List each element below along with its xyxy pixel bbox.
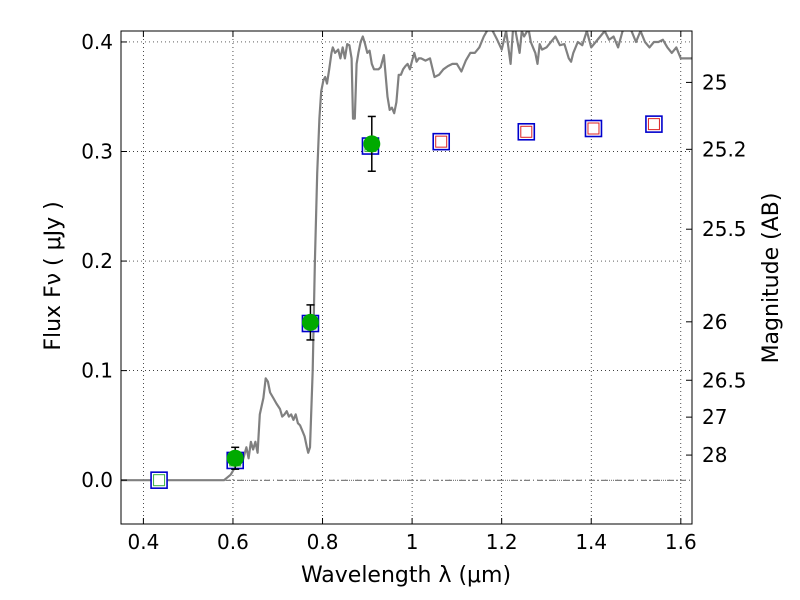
model-photometry-inner-square bbox=[435, 135, 448, 148]
magnitude-tick-label: 28 bbox=[702, 443, 727, 467]
magnitude-tick-label: 25 bbox=[702, 70, 727, 94]
model-photometry-inner-square bbox=[587, 122, 600, 135]
magnitude-tick-label: 25.2 bbox=[702, 137, 747, 161]
y-tick-label: 0.1 bbox=[81, 359, 113, 383]
observed-flux-point bbox=[301, 313, 319, 331]
model-photometry-square bbox=[584, 119, 603, 138]
x-axis-ticks: 0.4 0.6 0.8 1 1.2 1.4 1.6 bbox=[127, 31, 697, 554]
y-axis-label: Flux Fν ( μJy ) bbox=[41, 201, 66, 350]
x-tick-label: 0.8 bbox=[307, 530, 339, 554]
series-layer bbox=[121, 31, 692, 489]
magnitude-tick-label: 26.5 bbox=[702, 368, 747, 392]
model-photometry-square bbox=[517, 122, 536, 141]
y-tick-label: 0.3 bbox=[81, 140, 113, 164]
model-photometry-inner-square bbox=[520, 125, 533, 138]
model-photometry-square bbox=[432, 132, 451, 151]
x-tick-label: 0.4 bbox=[127, 530, 159, 554]
observed-flux-point bbox=[226, 449, 244, 467]
x-tick-label: 1.2 bbox=[486, 530, 518, 554]
model-photometry-square bbox=[645, 115, 663, 133]
x-tick-label: 1.6 bbox=[665, 530, 697, 554]
observed-flux-point bbox=[363, 135, 381, 153]
magnitude-tick-label: 26 bbox=[702, 310, 727, 334]
magnitude-tick-label: 25.5 bbox=[702, 217, 747, 241]
model-photometry-inner-square bbox=[153, 474, 166, 487]
y-axis-ticks: 0.0 0.1 0.2 0.3 0.4 bbox=[81, 30, 127, 492]
model-photometry-inner-square bbox=[647, 118, 660, 131]
magnitude-axis-label: Magnitude (AB) bbox=[759, 193, 784, 364]
x-tick-label: 1.4 bbox=[575, 530, 607, 554]
magnitude-tick-label: 27 bbox=[702, 405, 727, 429]
model-photometry-square bbox=[150, 471, 168, 489]
x-tick-label: 0.6 bbox=[217, 530, 249, 554]
grid-lines bbox=[121, 31, 692, 524]
model-spectrum-line bbox=[121, 31, 692, 482]
magnitude-axis-ticks: 25 25.2 25.5 26 26.5 27 28 bbox=[686, 70, 747, 467]
y-tick-label: 0.2 bbox=[81, 249, 113, 273]
plot-frame bbox=[120, 30, 693, 525]
plot-area bbox=[121, 31, 692, 489]
y-tick-label: 0.0 bbox=[81, 468, 113, 492]
x-axis-label: Wavelength λ (μm) bbox=[301, 563, 511, 588]
x-tick-label: 1 bbox=[406, 530, 419, 554]
y-tick-label: 0.4 bbox=[81, 30, 113, 54]
